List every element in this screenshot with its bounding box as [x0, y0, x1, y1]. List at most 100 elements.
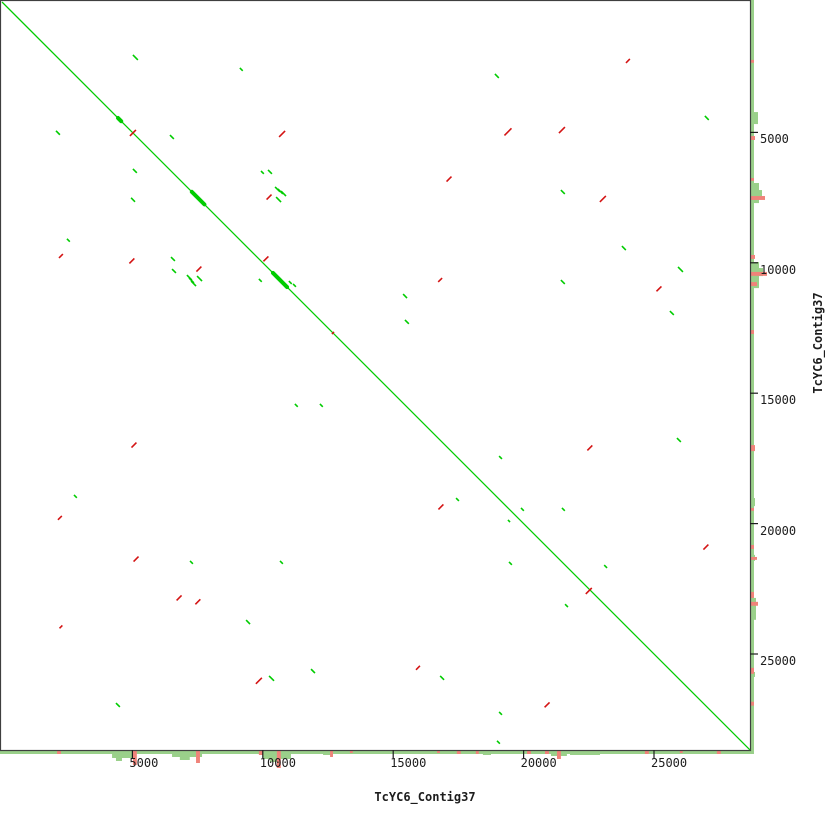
y-tick-label: 25000 — [760, 654, 797, 668]
forward-match-segment — [279, 560, 284, 565]
reverse-match-segment — [599, 195, 607, 203]
bottom-coverage-bar — [258, 751, 263, 755]
forward-match-segment — [455, 497, 460, 502]
forward-match-segment — [561, 507, 566, 512]
reverse-match-segment — [586, 444, 593, 452]
reverse-match-segment — [58, 624, 63, 629]
diagonal-bold-region — [189, 189, 207, 207]
forward-match-segment — [669, 310, 675, 316]
reverse-match-segment — [278, 130, 286, 138]
reverse-match-segment — [58, 253, 64, 259]
right-coverage-bar — [751, 59, 754, 63]
bottom-coverage-bar — [644, 751, 649, 754]
right-coverage-bar — [751, 556, 757, 560]
bottom-coverage-bar — [296, 751, 303, 754]
diagonal-bold-region — [116, 116, 124, 124]
forward-match-segment — [676, 437, 682, 443]
bottom-coverage-bar — [323, 751, 333, 755]
forward-match-segment — [704, 115, 710, 121]
forward-match-segment — [560, 279, 566, 285]
reverse-match-segment — [195, 266, 202, 273]
y-axis-title: TcYC6_Contig37 — [811, 292, 825, 394]
forward-match-segment — [189, 560, 194, 565]
bottom-coverage-bar — [115, 751, 122, 761]
right-coverage-bar — [751, 282, 757, 287]
reverse-match-segment — [255, 677, 263, 685]
bottom-coverage-bar — [112, 751, 137, 758]
reverse-match-segment — [129, 129, 137, 137]
bottom-coverage-bar — [482, 751, 491, 755]
reverse-match-segment — [655, 285, 662, 292]
right-coverage-baseline — [751, 0, 754, 754]
bottom-coverage-bar — [570, 751, 601, 755]
right-coverage-bar — [751, 295, 754, 301]
bottom-coverage-baseline — [0, 751, 754, 754]
right-coverage-bar — [751, 709, 753, 713]
right-coverage-bar — [751, 544, 754, 549]
bottom-coverage-bar — [475, 751, 479, 754]
forward-match-segment — [132, 168, 138, 174]
reverse-match-segment — [503, 127, 513, 136]
bottom-coverage-bar — [132, 751, 137, 765]
forward-match-segment — [170, 256, 176, 262]
right-coverage-bar — [751, 667, 754, 674]
forward-match-segment — [169, 134, 175, 140]
forward-match-segment — [294, 403, 299, 408]
forward-match-segment — [520, 507, 525, 512]
bottom-coverage-bar — [276, 751, 281, 768]
y-tick-label: 20000 — [760, 523, 797, 538]
reverse-match-segment — [331, 331, 335, 335]
x-tick-label: 25000 — [651, 756, 688, 770]
y-tick-label: 5000 — [760, 132, 789, 147]
right-coverage-bar — [751, 196, 765, 200]
forward-match-segment — [439, 675, 445, 681]
right-coverage-bar — [751, 701, 754, 706]
reverse-match-segment — [133, 556, 140, 563]
y-tick-label: 10000 — [760, 262, 797, 277]
forward-match-segment — [310, 668, 316, 674]
right-coverage-bar — [751, 507, 754, 511]
forward-match-segment — [260, 170, 265, 175]
reverse-match-segment — [445, 176, 453, 183]
reverse-match-segment — [585, 587, 593, 595]
right-coverage-bar — [751, 597, 756, 620]
right-coverage-bar — [751, 369, 753, 374]
reverse-match-segment — [702, 544, 709, 551]
bottom-coverage-bar — [679, 751, 683, 753]
forward-match-segment — [292, 283, 297, 288]
bottom-coverage-bar — [270, 751, 281, 762]
right-coverage-bar — [751, 54, 753, 59]
forward-match-segment — [319, 403, 324, 408]
x-tick-label: 15000 — [390, 756, 427, 770]
forward-match-segment — [171, 268, 177, 274]
right-coverage-bar — [751, 339, 753, 344]
forward-match-segment — [267, 169, 273, 175]
bottom-coverage-bar — [179, 751, 190, 760]
bottom-coverage-bar — [716, 751, 721, 754]
forward-match-segment — [245, 619, 251, 625]
right-coverage-bar — [751, 112, 758, 125]
x-tick-label: 5000 — [129, 756, 159, 770]
reverse-match-segment — [176, 594, 183, 601]
forward-match-segment — [677, 266, 684, 273]
forward-match-segment — [55, 130, 61, 136]
reverse-match-segment — [544, 701, 551, 708]
reverse-match-segment — [57, 515, 63, 521]
bottom-coverage-bar — [365, 751, 368, 753]
reverse-match-segment — [558, 126, 566, 134]
bottom-coverage-bar — [57, 751, 61, 754]
reverse-match-segment — [437, 277, 443, 283]
forward-match-segment — [288, 280, 293, 285]
forward-match-segment — [498, 455, 503, 460]
reverse-match-segment — [262, 255, 269, 262]
right-coverage-bar — [751, 190, 762, 199]
forward-match-segment — [508, 561, 513, 566]
forward-match-segment — [115, 702, 121, 708]
forward-match-segment — [507, 519, 511, 523]
reverse-match-segment — [130, 442, 138, 449]
bottom-coverage-bar — [702, 751, 706, 753]
bottom-coverage-bar — [196, 751, 200, 763]
forward-match-segment — [560, 189, 566, 195]
